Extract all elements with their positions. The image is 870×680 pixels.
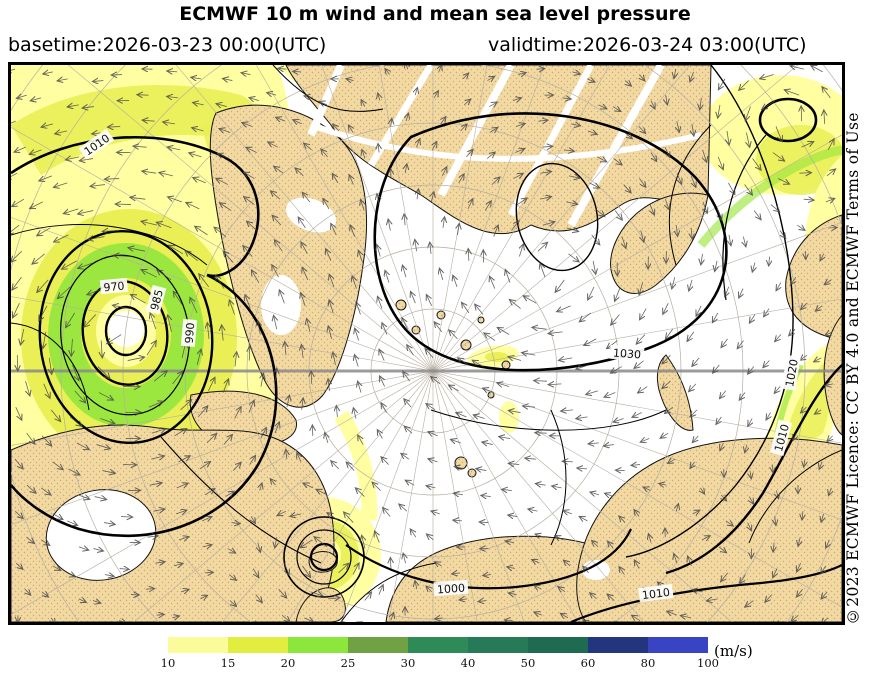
pressure-label: 1020 xyxy=(781,354,801,391)
colorbar-segment xyxy=(228,637,288,653)
colorbar-segment xyxy=(348,637,408,653)
colorbar-tick: 80 xyxy=(640,656,656,670)
colorbar-ticks: 10 15 20 25 30 40 50 60 80 100 xyxy=(161,653,719,670)
colorbar-tick: 20 xyxy=(280,656,296,670)
pressure-label: 1010 xyxy=(638,583,674,602)
colorbar-legend: 10 15 20 25 30 40 50 60 80 100 xyxy=(161,637,719,671)
page-title: ECMWF 10 m wind and mean sea level press… xyxy=(179,3,691,25)
colorbar-segment xyxy=(168,637,228,653)
colorbar-tick: 100 xyxy=(697,656,719,670)
colorbar-tick: 25 xyxy=(340,656,356,670)
colorbar-tick: 30 xyxy=(400,656,416,670)
pressure-label: 1030 xyxy=(609,344,645,362)
svg-text:1020: 1020 xyxy=(783,358,801,388)
colorbar-tick: 10 xyxy=(160,656,176,670)
svg-text:990: 990 xyxy=(183,322,198,344)
colorbar-unit-label: (m/s) xyxy=(714,642,753,660)
pressure-label: 1000 xyxy=(433,579,469,597)
svg-text:1010: 1010 xyxy=(641,586,670,602)
wind-arrows-layer xyxy=(11,65,837,622)
svg-text:1000: 1000 xyxy=(437,582,466,597)
water-channels xyxy=(45,65,702,581)
colorbar-segment xyxy=(648,637,708,653)
colorbar-segment xyxy=(288,637,348,653)
colorbar-segment xyxy=(588,637,648,653)
colorbar-segment xyxy=(528,637,588,653)
time-line: basetime:2026-03-23 00:00(UTC) validtime… xyxy=(0,34,870,58)
pressure-label: 985 xyxy=(145,284,167,315)
svg-text:970: 970 xyxy=(103,280,125,295)
copyright-text: ©2023 ECMWF Licence: CC BY 4.0 and ECMWF… xyxy=(844,112,862,625)
colorbar-segment xyxy=(468,637,528,653)
colorbar-tick: 40 xyxy=(460,656,476,670)
map-frame: 1010 970 985 990 1030 1020 1010 1000 1010 xyxy=(8,62,845,625)
basetime-label: basetime:2026-03-23 00:00(UTC) xyxy=(8,34,327,56)
colorbar-segment xyxy=(408,637,468,653)
svg-text:985: 985 xyxy=(148,288,166,312)
colorbar-tick: 60 xyxy=(580,656,596,670)
colorbar-tick: 50 xyxy=(520,656,536,670)
validtime-label: validtime:2026-03-24 03:00(UTC) xyxy=(488,34,807,56)
pressure-label: 990 xyxy=(180,318,198,347)
pressure-label: 970 xyxy=(99,277,128,295)
colorbar-segments xyxy=(168,637,708,653)
svg-text:1030: 1030 xyxy=(613,347,642,362)
colorbar-tick: 15 xyxy=(220,656,236,670)
land-archipelago-lobe xyxy=(610,192,709,294)
